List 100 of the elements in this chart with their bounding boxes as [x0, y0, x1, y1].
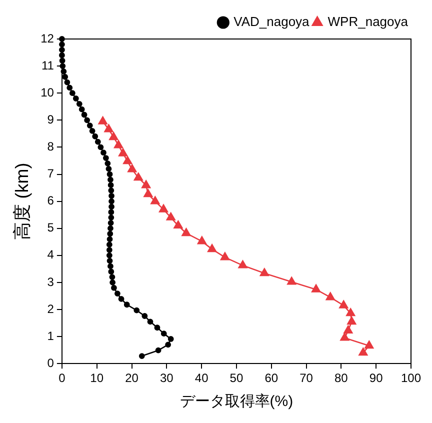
point	[59, 58, 66, 64]
point	[238, 260, 248, 268]
point	[142, 180, 151, 188]
point	[106, 242, 112, 248]
point	[76, 100, 82, 107]
point	[165, 342, 172, 348]
point	[106, 236, 113, 242]
point	[108, 198, 114, 204]
point	[98, 116, 108, 124]
point	[64, 79, 70, 86]
y-tick-label: 0	[47, 356, 54, 370]
legend-label: WPR_nagoya	[328, 14, 409, 30]
point	[60, 63, 66, 69]
point	[364, 340, 374, 349]
point	[108, 204, 114, 210]
point	[154, 324, 160, 331]
point	[118, 296, 124, 302]
y-tick-label: 2	[47, 302, 54, 316]
y-tick-label: 10	[40, 85, 54, 100]
point	[287, 276, 296, 285]
x-tick-label: 20	[125, 371, 139, 386]
y-tick-label: 8	[47, 140, 54, 154]
point	[59, 41, 65, 48]
x-tick-label: 90	[369, 371, 384, 386]
point	[108, 188, 114, 194]
x-tick-label: 0	[58, 371, 66, 386]
point	[111, 284, 117, 291]
point	[326, 292, 335, 300]
x-tick-label: 50	[230, 371, 244, 386]
point	[207, 244, 217, 252]
point	[92, 133, 98, 140]
x-tick-label: 30	[160, 371, 174, 386]
point	[78, 106, 85, 112]
point	[69, 90, 76, 96]
point	[106, 166, 112, 172]
point	[60, 68, 67, 74]
point	[106, 252, 112, 258]
point	[155, 347, 162, 354]
x-tick-label: 60	[264, 371, 278, 386]
point	[114, 290, 120, 296]
point	[66, 84, 73, 91]
point	[59, 52, 65, 58]
point	[94, 138, 101, 145]
point	[108, 214, 114, 220]
point	[107, 230, 114, 237]
point	[142, 313, 148, 319]
point	[59, 36, 65, 42]
y-tick-label: 9	[47, 112, 54, 126]
y-axis-title: 高度 (km)	[12, 162, 32, 240]
y-tick-label: 1	[47, 328, 54, 343]
point	[89, 128, 96, 134]
point	[160, 330, 167, 337]
point	[168, 336, 174, 342]
y-tick-label: 4	[47, 248, 54, 262]
y-tick-label: 5	[47, 220, 54, 235]
point	[106, 247, 112, 253]
point	[84, 117, 90, 124]
point	[104, 160, 111, 166]
point	[59, 46, 65, 53]
point	[108, 209, 114, 216]
legend-label: VAD_nagoya	[234, 14, 310, 30]
point	[86, 122, 93, 129]
point	[108, 268, 114, 275]
point	[220, 252, 230, 260]
point	[138, 353, 145, 359]
y-tick-label: 11	[41, 58, 54, 72]
x-tick-label: 70	[300, 371, 314, 386]
point	[158, 204, 168, 212]
point	[81, 112, 88, 118]
point	[174, 220, 183, 229]
point	[124, 302, 130, 308]
y-tick-label: 7	[47, 166, 54, 181]
point	[108, 263, 114, 270]
x-tick-label: 80	[334, 371, 348, 386]
point	[147, 318, 154, 325]
x-tick-label: 40	[194, 371, 209, 386]
point	[128, 164, 137, 172]
point	[110, 280, 116, 286]
point	[106, 171, 113, 178]
point	[108, 192, 114, 199]
point	[114, 140, 124, 148]
x-axis-title: データ取得率(%)	[180, 393, 294, 410]
point	[123, 156, 132, 164]
point	[118, 148, 128, 156]
point	[106, 258, 113, 264]
point	[62, 74, 68, 80]
point	[134, 172, 143, 181]
x-tick-label: 10	[90, 371, 104, 386]
point	[166, 212, 176, 220]
y-tick-label: 3	[47, 274, 54, 289]
point	[144, 189, 153, 198]
point	[347, 316, 356, 325]
point	[134, 307, 140, 314]
point	[260, 268, 269, 276]
point	[100, 150, 106, 156]
point	[182, 228, 191, 236]
point	[108, 225, 114, 232]
point	[98, 144, 104, 150]
point	[104, 124, 114, 132]
point	[150, 196, 160, 204]
